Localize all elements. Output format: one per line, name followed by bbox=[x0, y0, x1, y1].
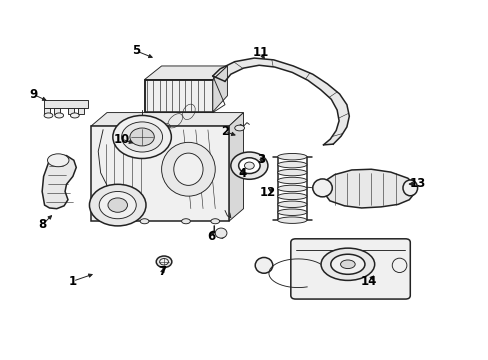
Ellipse shape bbox=[161, 142, 215, 196]
Ellipse shape bbox=[277, 153, 306, 160]
Ellipse shape bbox=[108, 198, 127, 212]
Ellipse shape bbox=[277, 193, 306, 199]
Ellipse shape bbox=[277, 217, 306, 224]
Ellipse shape bbox=[140, 219, 149, 224]
Text: 10: 10 bbox=[113, 132, 129, 145]
Ellipse shape bbox=[330, 254, 364, 274]
Ellipse shape bbox=[238, 158, 260, 174]
Ellipse shape bbox=[181, 219, 190, 224]
Ellipse shape bbox=[402, 180, 417, 196]
Polygon shape bbox=[91, 113, 243, 126]
Ellipse shape bbox=[44, 113, 53, 118]
Ellipse shape bbox=[99, 192, 136, 219]
Text: 11: 11 bbox=[252, 46, 268, 59]
Ellipse shape bbox=[113, 116, 171, 158]
Bar bbox=[91, 126, 228, 221]
Text: 14: 14 bbox=[360, 275, 376, 288]
Ellipse shape bbox=[173, 153, 203, 185]
Ellipse shape bbox=[210, 219, 219, 224]
Text: 2: 2 bbox=[221, 125, 228, 138]
Ellipse shape bbox=[89, 184, 146, 226]
Ellipse shape bbox=[130, 128, 154, 146]
Text: 9: 9 bbox=[30, 88, 38, 101]
Polygon shape bbox=[42, 156, 76, 209]
Polygon shape bbox=[212, 66, 227, 112]
Ellipse shape bbox=[277, 169, 306, 176]
Ellipse shape bbox=[215, 228, 226, 238]
Text: 3: 3 bbox=[257, 153, 265, 166]
Ellipse shape bbox=[312, 179, 331, 197]
Ellipse shape bbox=[159, 258, 168, 265]
Text: 4: 4 bbox=[239, 167, 246, 180]
Ellipse shape bbox=[70, 113, 79, 118]
Ellipse shape bbox=[122, 122, 162, 152]
Bar bbox=[54, 108, 60, 114]
Ellipse shape bbox=[255, 257, 272, 273]
Text: 5: 5 bbox=[132, 44, 140, 57]
Ellipse shape bbox=[244, 162, 254, 169]
Ellipse shape bbox=[230, 152, 267, 179]
Ellipse shape bbox=[277, 201, 306, 207]
Text: 8: 8 bbox=[38, 218, 46, 231]
Text: 6: 6 bbox=[207, 230, 215, 243]
Bar bbox=[68, 108, 74, 114]
Text: 12: 12 bbox=[259, 186, 275, 199]
Bar bbox=[78, 108, 84, 114]
Ellipse shape bbox=[277, 185, 306, 192]
Ellipse shape bbox=[277, 161, 306, 168]
Ellipse shape bbox=[277, 177, 306, 184]
FancyBboxPatch shape bbox=[290, 239, 409, 299]
Text: 13: 13 bbox=[408, 177, 425, 190]
Ellipse shape bbox=[234, 125, 244, 131]
Polygon shape bbox=[322, 169, 413, 208]
Text: 7: 7 bbox=[158, 265, 166, 278]
Ellipse shape bbox=[47, 154, 69, 167]
Ellipse shape bbox=[55, 113, 63, 118]
Bar bbox=[44, 108, 50, 114]
Ellipse shape bbox=[156, 256, 171, 267]
Bar bbox=[43, 100, 88, 108]
Polygon shape bbox=[144, 66, 227, 80]
Ellipse shape bbox=[340, 260, 354, 269]
Polygon shape bbox=[212, 58, 348, 145]
Polygon shape bbox=[228, 113, 243, 221]
Ellipse shape bbox=[277, 209, 306, 215]
Bar bbox=[144, 80, 212, 112]
Ellipse shape bbox=[391, 258, 406, 273]
Text: 1: 1 bbox=[69, 275, 77, 288]
Ellipse shape bbox=[321, 248, 374, 280]
